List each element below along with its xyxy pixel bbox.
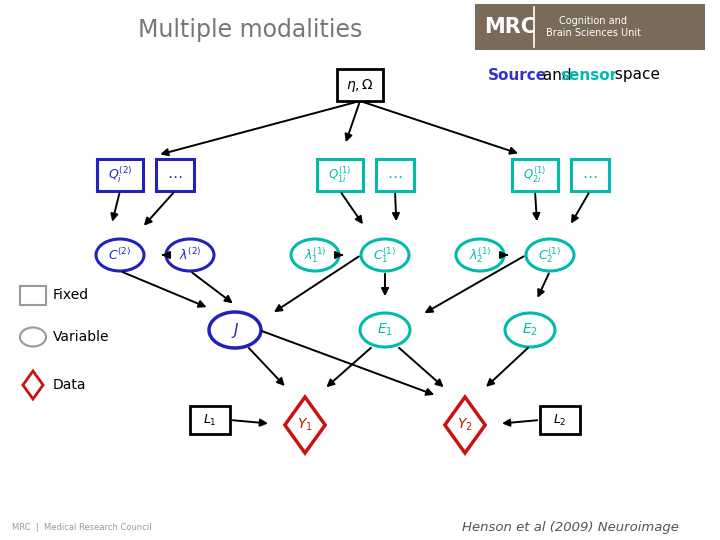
Text: $\lambda^{(2)}$: $\lambda^{(2)}$ xyxy=(179,247,202,263)
Text: $J$: $J$ xyxy=(230,321,239,340)
Text: $C^{(2)}$: $C^{(2)}$ xyxy=(109,247,132,263)
Text: $Q_i^{(2)}$: $Q_i^{(2)}$ xyxy=(108,165,132,185)
Text: $\lambda_2^{(1)}$: $\lambda_2^{(1)}$ xyxy=(469,245,491,265)
Text: $E_2$: $E_2$ xyxy=(522,322,538,338)
Text: Fixed: Fixed xyxy=(53,288,89,302)
Text: Brain Sciences Unit: Brain Sciences Unit xyxy=(546,28,641,38)
Bar xyxy=(156,159,194,191)
Bar xyxy=(571,159,609,191)
Text: $C_2^{(1)}$: $C_2^{(1)}$ xyxy=(539,245,562,265)
Polygon shape xyxy=(23,371,43,399)
Text: space: space xyxy=(610,68,660,83)
Text: Cognition and: Cognition and xyxy=(559,16,627,26)
Text: $Q_{2i}^{(1)}$: $Q_{2i}^{(1)}$ xyxy=(523,165,546,185)
Polygon shape xyxy=(445,397,485,453)
Bar xyxy=(376,159,414,191)
Bar xyxy=(337,69,383,101)
Bar xyxy=(97,159,143,191)
Text: $C_1^{(1)}$: $C_1^{(1)}$ xyxy=(374,245,397,265)
Text: $L_2$: $L_2$ xyxy=(553,413,567,428)
Text: Source: Source xyxy=(488,68,547,83)
Text: $Q_{1i}^{(1)}$: $Q_{1i}^{(1)}$ xyxy=(328,165,351,185)
Text: $\cdots$: $\cdots$ xyxy=(387,167,402,183)
Text: $Y_1$: $Y_1$ xyxy=(297,417,313,433)
Ellipse shape xyxy=(526,239,574,271)
Text: Multiple modalities: Multiple modalities xyxy=(138,18,362,42)
Text: $\cdots$: $\cdots$ xyxy=(582,167,598,183)
Text: $L_1$: $L_1$ xyxy=(203,413,217,428)
Polygon shape xyxy=(285,397,325,453)
Bar xyxy=(540,406,580,434)
Ellipse shape xyxy=(96,239,144,271)
Text: Henson et al (2009) Neuroimage: Henson et al (2009) Neuroimage xyxy=(462,522,678,535)
Text: $\cdots$: $\cdots$ xyxy=(167,167,183,183)
Text: $E_1$: $E_1$ xyxy=(377,322,393,338)
Text: MRC  |  Medical Research Council: MRC | Medical Research Council xyxy=(12,523,152,532)
Ellipse shape xyxy=(360,313,410,347)
Text: Data: Data xyxy=(53,378,86,392)
Ellipse shape xyxy=(505,313,555,347)
Ellipse shape xyxy=(456,239,504,271)
Ellipse shape xyxy=(361,239,409,271)
Bar xyxy=(20,286,46,305)
Bar xyxy=(475,4,705,50)
Text: $Y_2$: $Y_2$ xyxy=(457,417,473,433)
Ellipse shape xyxy=(291,239,339,271)
Ellipse shape xyxy=(209,312,261,348)
Text: $\eta, \Omega$: $\eta, \Omega$ xyxy=(346,77,374,93)
Text: MRC: MRC xyxy=(484,17,536,37)
Bar xyxy=(512,159,558,191)
Ellipse shape xyxy=(166,239,214,271)
Ellipse shape xyxy=(20,327,46,347)
Text: sensor: sensor xyxy=(560,68,617,83)
Bar xyxy=(317,159,363,191)
Text: Variable: Variable xyxy=(53,330,109,344)
Text: and: and xyxy=(538,68,577,83)
Text: $\lambda_1^{(1)}$: $\lambda_1^{(1)}$ xyxy=(304,245,326,265)
Bar xyxy=(190,406,230,434)
